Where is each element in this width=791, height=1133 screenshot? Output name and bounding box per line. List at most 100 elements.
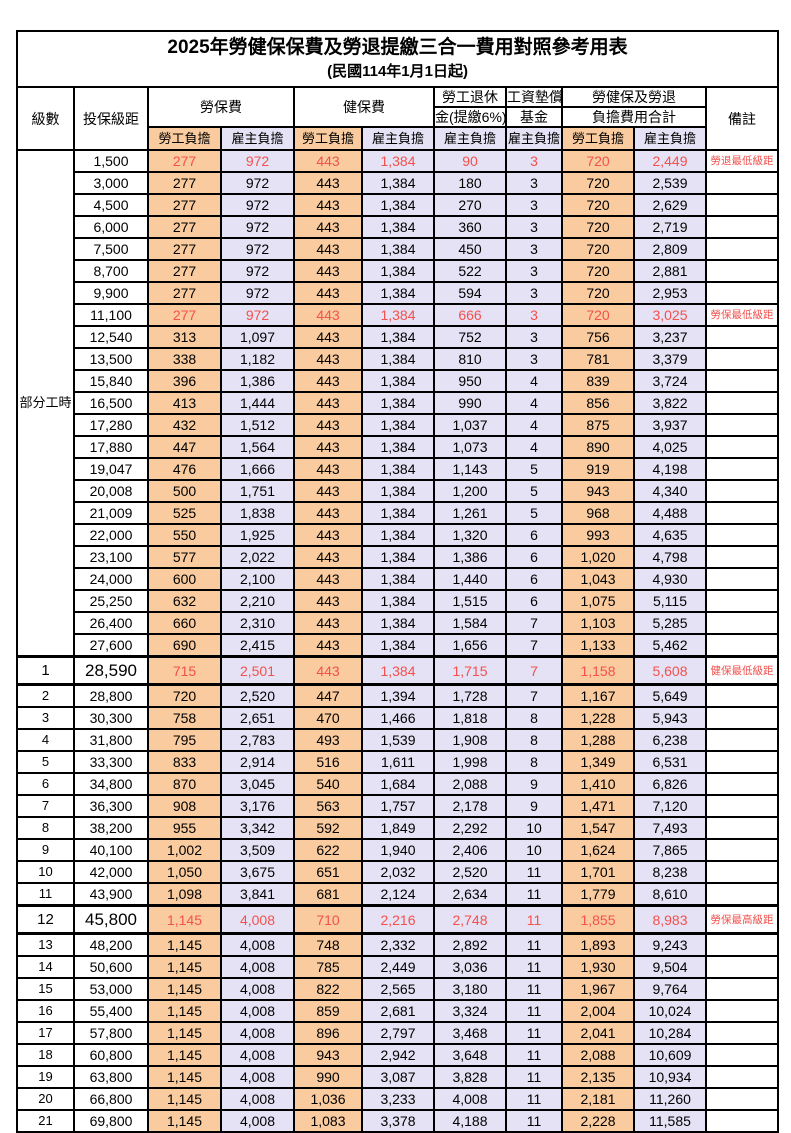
value-cell: 2,100 <box>220 567 295 591</box>
value-cell: 943 <box>293 1043 363 1067</box>
value-cell: 1,384 <box>361 655 435 686</box>
value-cell: 2,783 <box>220 728 295 752</box>
value-cell: 2,088 <box>561 1043 635 1067</box>
value-cell: 6,531 <box>633 750 707 774</box>
fee-reference-table: 2025年勞健保保費及勞退提繳三合一費用對照參考用表 (民國114年1月1日起)… <box>15 30 780 1133</box>
subheader-total-employer: 雇主負擔 <box>633 126 707 151</box>
col-header-labor-insurance: 勞保費 <box>147 86 295 128</box>
value-cell: 4 <box>505 369 563 393</box>
value-cell: 1,444 <box>220 391 295 415</box>
col-header-level: 級數 <box>16 86 75 151</box>
value-cell: 3 <box>505 347 563 371</box>
table-row: 9 40,100 1,002 3,509 622 1,940 2,406 10 1,624 7,8… <box>16 838 780 862</box>
value-cell: 2,719 <box>633 215 707 239</box>
table-row: 20,008 500 1,751 443 1,384 1,200 5 943 4,340 <box>17 479 780 503</box>
table-row: 12,540 313 1,097 443 1,384 752 3 756 3,237 <box>17 325 780 349</box>
value-cell: 396 <box>147 369 222 393</box>
value-cell: 1,967 <box>561 977 635 1001</box>
value-cell: 2,041 <box>561 1021 635 1045</box>
value-cell: 810 <box>433 347 507 371</box>
bracket-cell: 7,500 <box>73 237 149 261</box>
value-cell: 1,020 <box>561 545 635 569</box>
value-cell: 3 <box>505 237 563 261</box>
table-row: 24,000 600 2,100 443 1,384 1,440 6 1,043 4,930 <box>17 567 780 591</box>
value-cell: 720 <box>561 281 635 305</box>
value-cell: 3,324 <box>433 999 507 1023</box>
value-cell: 972 <box>220 259 295 283</box>
value-cell: 1,384 <box>361 391 435 415</box>
remark-cell <box>704 413 780 437</box>
value-cell: 443 <box>293 325 363 349</box>
level-cell: 21 <box>16 1109 75 1133</box>
table-row: 8,700 277 972 443 1,384 522 3 720 2,881 <box>17 259 780 283</box>
table-row: 26,400 660 2,310 443 1,384 1,584 7 1,103 5,285 <box>17 611 780 635</box>
value-cell: 4,008 <box>220 977 295 1001</box>
value-cell: 1,384 <box>361 237 435 261</box>
value-cell: 10,284 <box>633 1021 707 1045</box>
value-cell: 1,036 <box>293 1087 363 1111</box>
level-cell: 5 <box>16 750 75 774</box>
value-cell: 3 <box>505 149 563 173</box>
value-cell: 2,748 <box>433 904 507 935</box>
remark-cell <box>704 589 780 613</box>
value-cell: 1,002 <box>147 838 222 862</box>
table-row: 27,600 690 2,415 443 1,384 1,656 7 1,133 5,462 <box>17 633 780 658</box>
remark-cell <box>704 193 780 217</box>
level-cell: 10 <box>16 860 75 884</box>
value-cell: 4,188 <box>433 1109 507 1133</box>
value-cell: 1,386 <box>433 545 507 569</box>
bracket-cell: 30,300 <box>73 706 149 730</box>
value-cell: 1,384 <box>361 325 435 349</box>
value-cell: 8,983 <box>633 904 707 935</box>
bracket-cell: 4,500 <box>73 193 149 217</box>
remark-cell <box>704 523 780 547</box>
remark-cell <box>704 1087 780 1111</box>
value-cell: 785 <box>293 955 363 979</box>
value-cell: 3,180 <box>433 977 507 1001</box>
bracket-cell: 50,600 <box>73 955 149 979</box>
value-cell: 10,024 <box>633 999 707 1023</box>
value-cell: 1,384 <box>361 589 435 613</box>
value-cell: 1,050 <box>147 860 222 884</box>
value-cell: 1,515 <box>433 589 507 613</box>
value-cell: 632 <box>147 589 222 613</box>
value-cell: 1,043 <box>561 567 635 591</box>
col-header-total-line2: 負擔費用合計 <box>561 106 707 128</box>
value-cell: 1,133 <box>561 633 635 658</box>
value-cell: 4,798 <box>633 545 707 569</box>
value-cell: 9,504 <box>633 955 707 979</box>
header-row-2: 金(提繳6%) 基金 負擔費用合計 <box>17 106 778 128</box>
value-cell: 1,145 <box>147 1043 222 1067</box>
value-cell: 594 <box>433 281 507 305</box>
value-cell: 1,384 <box>361 567 435 591</box>
value-cell: 443 <box>293 215 363 239</box>
value-cell: 1,384 <box>361 435 435 459</box>
bracket-cell: 25,250 <box>73 589 149 613</box>
value-cell: 890 <box>561 435 635 459</box>
value-cell: 90 <box>433 149 507 173</box>
value-cell: 1,440 <box>433 567 507 591</box>
value-cell: 1,684 <box>361 772 435 796</box>
remark-cell <box>704 794 780 818</box>
value-cell: 4,340 <box>633 479 707 503</box>
value-cell: 1,751 <box>220 479 295 503</box>
value-cell: 3,036 <box>433 955 507 979</box>
value-cell: 2,797 <box>361 1021 435 1045</box>
value-cell: 4,488 <box>633 501 707 525</box>
value-cell: 720 <box>561 171 635 195</box>
value-cell: 1,701 <box>561 860 635 884</box>
bracket-cell: 45,800 <box>73 904 149 935</box>
value-cell: 443 <box>293 193 363 217</box>
bracket-cell: 3,000 <box>73 171 149 195</box>
value-cell: 1,145 <box>147 1065 222 1089</box>
table-row: 17,880 447 1,564 443 1,384 1,073 4 890 4,025 <box>17 435 780 459</box>
value-cell: 3,841 <box>220 882 295 907</box>
value-cell: 5,462 <box>633 633 707 658</box>
header-row-1: 級數 投保級距 勞保費 健保費 勞工退休 工資墊償 勞健保及勞退 備註 <box>16 86 780 151</box>
value-cell: 6,238 <box>633 728 707 752</box>
value-cell: 443 <box>293 391 363 415</box>
remark-cell <box>704 435 780 459</box>
value-cell: 859 <box>293 999 363 1023</box>
remark-cell <box>704 1021 780 1045</box>
value-cell: 1,855 <box>561 904 635 935</box>
